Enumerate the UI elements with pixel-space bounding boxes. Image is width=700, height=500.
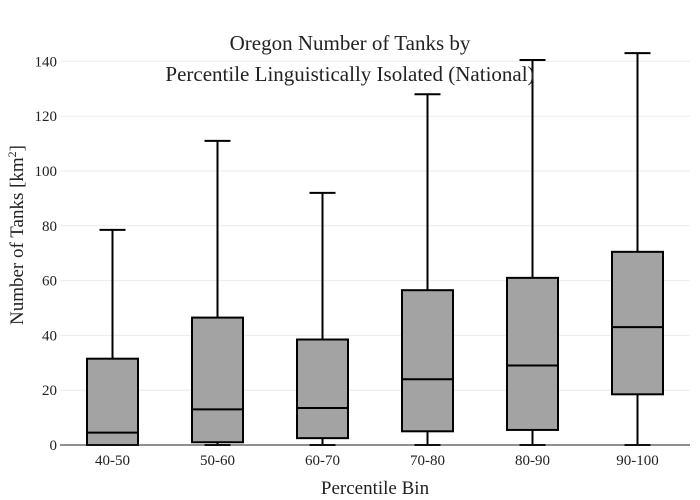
box-80-90 <box>506 59 559 446</box>
box-40-50 <box>86 228 139 446</box>
y-axis-label-superscript: 2 <box>5 151 19 157</box>
chart-title-line-2: Percentile Linguistically Isolated (Nati… <box>165 62 534 86</box>
box-50-60 <box>191 139 244 446</box>
y-tick-labels: 0 20 40 60 80 100 120 140 <box>35 54 58 454</box>
y-axis-label-end: ] <box>7 145 28 151</box>
y-tick-label: 140 <box>35 54 58 70</box>
boxes <box>86 52 664 446</box>
x-tick-label: 60-70 <box>305 453 340 469</box>
x-tick-label: 40-50 <box>95 453 130 469</box>
y-tick-label: 100 <box>35 164 58 180</box>
y-axis-label-main: Number of Tanks [km <box>7 157 28 325</box>
y-tick-label: 0 <box>50 438 58 454</box>
x-axis-label: Percentile Bin <box>321 478 430 499</box>
box-60-70 <box>296 191 349 446</box>
box-70-80 <box>401 93 454 446</box>
y-tick-label: 80 <box>42 219 57 235</box>
gridlines <box>60 60 690 391</box>
x-tick-label: 50-60 <box>200 453 235 469</box>
y-tick-label: 60 <box>42 274 57 290</box>
box-90-100 <box>611 52 664 446</box>
iqr-box <box>401 289 454 433</box>
x-tick-label: 70-80 <box>410 453 445 469</box>
y-axis-label: Number of Tanks [km2] <box>5 145 28 325</box>
x-tick-label: 90-100 <box>616 453 659 469</box>
iqr-box <box>611 250 664 396</box>
y-tick-label: 120 <box>35 109 58 125</box>
y-tick-label: 20 <box>42 383 57 399</box>
x-tick-label: 80-90 <box>515 453 550 469</box>
iqr-box <box>86 357 139 446</box>
iqr-box <box>506 276 559 431</box>
x-tick-labels: 40-50 50-60 60-70 70-80 80-90 90-100 <box>95 453 659 469</box>
iqr-box <box>296 338 349 440</box>
chart-title-line-1: Oregon Number of Tanks by <box>230 31 471 55</box>
y-tick-label: 40 <box>42 328 57 344</box>
iqr-box <box>191 316 244 444</box>
